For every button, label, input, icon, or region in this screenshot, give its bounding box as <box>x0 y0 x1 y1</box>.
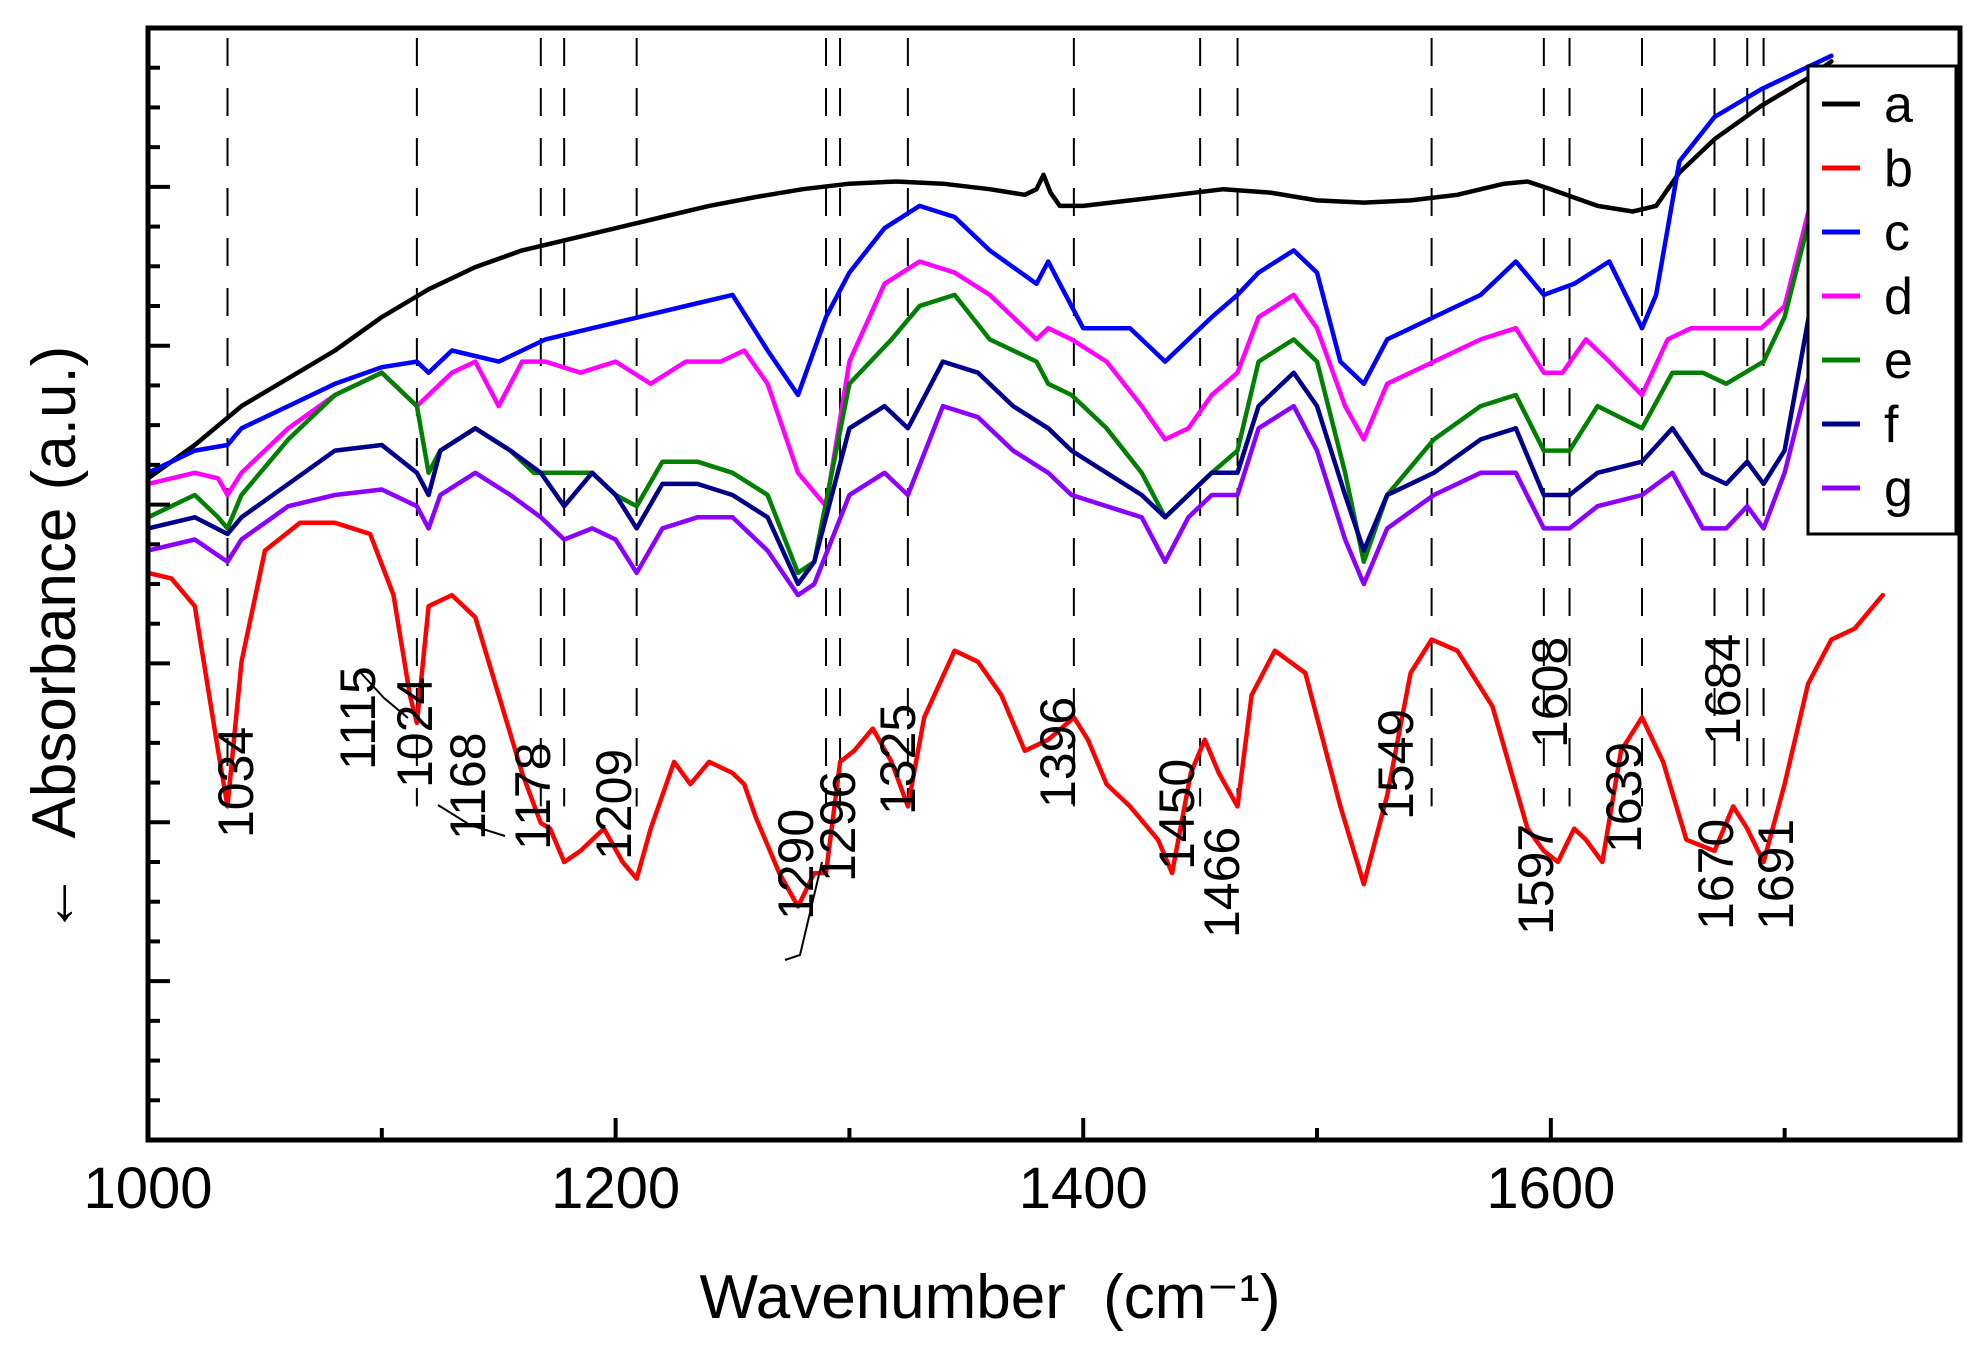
leader-line-1290 <box>784 861 823 961</box>
legend-box <box>1806 64 1958 536</box>
peak-label-1450: 1450 <box>1149 759 1205 870</box>
series-line-g <box>145 337 1834 598</box>
y-axis-label: Absorbance (a.u.) <box>20 346 89 839</box>
series-layer <box>145 53 1886 909</box>
x-tick-label-1000: 1000 <box>83 1156 212 1221</box>
peak-label-1597: 1597 <box>1508 824 1564 935</box>
series-line-b <box>145 520 1886 909</box>
x-tick-label-1400: 1400 <box>1019 1156 1148 1221</box>
legend-label-d: d <box>1884 268 1913 326</box>
series-line-c <box>145 53 1834 476</box>
legend-label-a: a <box>1884 76 1913 134</box>
peak-label-1670: 1670 <box>1688 819 1744 930</box>
peak-label-1168: 1168 <box>440 732 496 840</box>
peak-label-1325: 1325 <box>870 704 926 815</box>
legend-label-b: b <box>1884 140 1913 198</box>
series-line-f <box>145 270 1834 587</box>
peak-label-1549: 1549 <box>1368 709 1424 820</box>
peak-label-1691: 1691 <box>1748 819 1804 930</box>
peak-label-1466: 1466 <box>1194 827 1250 938</box>
leader-line-1168 <box>437 804 506 837</box>
x-axis-unit: (cm⁻¹) <box>1103 1263 1280 1332</box>
x-axis-label: Wavenumber <box>700 1263 1066 1332</box>
y-axis-ticks <box>148 65 170 1103</box>
peak-label-1639: 1639 <box>1596 742 1652 853</box>
x-axis-title: Wavenumber (cm⁻¹) <box>700 1263 1281 1332</box>
peak-label-1684: 1684 <box>1695 634 1751 745</box>
series-line-d <box>145 170 1834 509</box>
y-axis-title: ← Absorbance (a.u.) <box>20 346 89 935</box>
legend-label-e: e <box>1884 332 1913 390</box>
leader-line-1115 <box>359 671 409 719</box>
x-tick-label-1200: 1200 <box>551 1156 680 1221</box>
legend-label-c: c <box>1884 204 1910 262</box>
y-axis-arrow: ← <box>20 872 89 934</box>
peak-label-1034: 1034 <box>208 727 264 838</box>
peak-label-1178: 1178 <box>505 742 561 850</box>
x-axis-ticks: 1000 1200 1400 1600 <box>83 1118 1787 1221</box>
x-tick-label-1600: 1600 <box>1486 1156 1615 1221</box>
peak-label-1024: 1024 <box>387 677 443 788</box>
legend-label-g: g <box>1884 460 1913 518</box>
legend-label-f: f <box>1884 396 1899 454</box>
peak-label-1296: 1296 <box>810 771 866 882</box>
series-line-e <box>145 170 1834 576</box>
svg-text:← Absorbance (a.u.): ← Absorbance (a.u.) <box>20 346 89 935</box>
series-line-a <box>145 59 1834 481</box>
peak-label-1290: 1290 <box>768 809 824 920</box>
peak-label-1396: 1396 <box>1030 697 1086 808</box>
peak-label-1608: 1608 <box>1522 637 1578 748</box>
peak-label-1115: 1115 <box>330 666 386 770</box>
peak-label-1209: 1209 <box>586 749 642 860</box>
